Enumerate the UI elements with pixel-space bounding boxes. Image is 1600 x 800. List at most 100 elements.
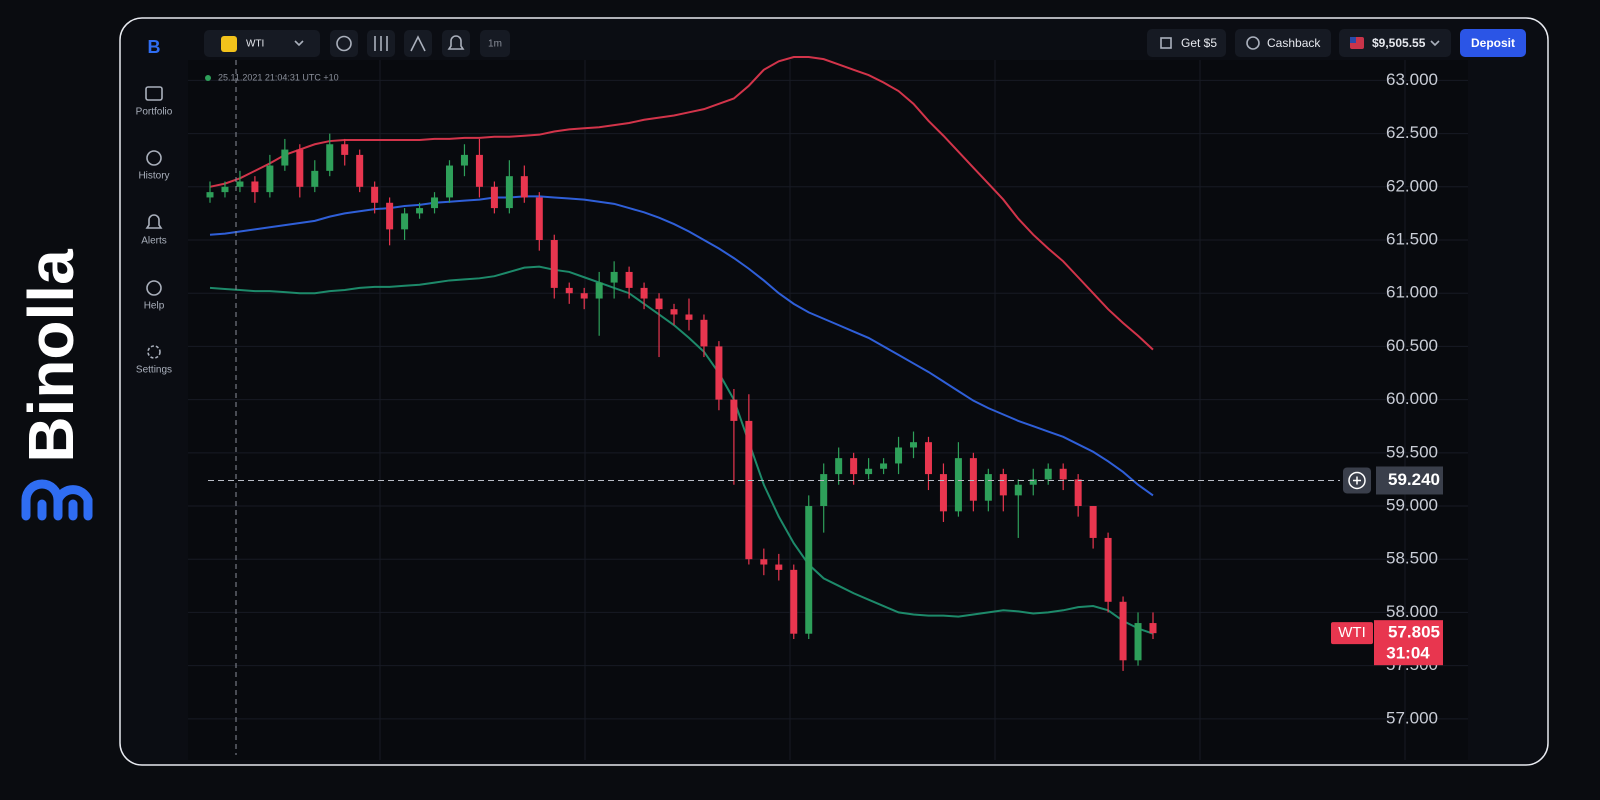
settings-icon[interactable] (147, 345, 161, 359)
candle-body (266, 165, 274, 193)
candle-body (460, 154, 468, 166)
alert-button[interactable] (442, 30, 470, 57)
candle-body (820, 474, 828, 507)
app-icon[interactable]: B (148, 37, 161, 57)
candle-body (1089, 506, 1097, 538)
candle-body (924, 442, 932, 475)
symbol-tag-label: WTI (1338, 624, 1366, 641)
candle-body (1044, 468, 1052, 480)
symbol-tag (1331, 622, 1373, 645)
deposit-button[interactable] (1460, 29, 1526, 57)
candle-body (341, 144, 349, 155)
candle-body (505, 176, 513, 209)
cashback-button[interactable] (1235, 29, 1331, 57)
candle-body (850, 458, 858, 475)
candle-body (416, 208, 424, 214)
candle-body (1059, 468, 1067, 480)
candle-body (296, 149, 304, 187)
timeframe[interactable]: 1m (488, 39, 502, 50)
y-tick-label: 58.000 (1386, 602, 1438, 621)
candle-body (206, 192, 214, 198)
candle-body (401, 213, 409, 230)
candle-body (475, 154, 483, 187)
candle-body (445, 165, 453, 198)
alerts-icon[interactable] (145, 214, 163, 229)
info-button[interactable] (330, 30, 358, 57)
current-price: 59.240 (1388, 470, 1440, 489)
band-line (209, 56, 1154, 351)
candle-body (715, 346, 723, 400)
candle-body (595, 282, 603, 299)
current-price-box (1376, 466, 1443, 495)
plus-icon (1348, 471, 1366, 490)
candle-body (760, 559, 768, 565)
chevron (294, 40, 304, 47)
brand-logo (21, 479, 93, 521)
plus-sign (1353, 476, 1361, 485)
last-price: 57.805 (1388, 623, 1440, 642)
help-icon[interactable] (146, 280, 162, 296)
balance[interactable]: $9,505.55 (1372, 36, 1426, 50)
y-tick-label: 60.000 (1386, 389, 1438, 408)
candle-body (565, 287, 573, 294)
plot-area (188, 60, 1468, 760)
y-tick-label: 58.500 (1386, 549, 1438, 568)
candle-body (326, 144, 334, 171)
candle-body (640, 287, 648, 299)
cashback-icon (1246, 36, 1260, 50)
band-line (209, 265, 1154, 635)
candle-body (251, 181, 259, 193)
portfolio-icon[interactable] (145, 86, 163, 101)
last-price-box (1374, 620, 1443, 666)
sidebar: Portfolio History Alerts Help Settings (136, 86, 173, 376)
candle-body (670, 309, 678, 315)
y-tick-label: 61.500 (1386, 229, 1438, 248)
candle-body (685, 314, 693, 320)
timeframe-button[interactable] (480, 30, 510, 57)
candle-body (610, 271, 618, 283)
candle-body (1134, 623, 1142, 661)
candle-body (236, 181, 244, 187)
drawing-icon (410, 35, 426, 52)
candle-body (535, 197, 543, 241)
nav-label[interactable]: Help (144, 301, 165, 312)
candle-body (625, 271, 633, 288)
deposit-label[interactable]: Deposit (1471, 36, 1515, 50)
candle-body (775, 564, 783, 570)
candle-body (1074, 479, 1082, 507)
candle-body (984, 474, 992, 501)
grid: 57.00057.50058.00058.50059.00059.50060.0… (188, 70, 1468, 727)
candle-body (431, 197, 439, 209)
nav-label[interactable]: Settings (136, 365, 172, 376)
price-labels: 59.240 WTI 57.805 31:04 (1331, 466, 1443, 666)
history-icon[interactable] (146, 150, 162, 166)
candle-body (1029, 479, 1037, 485)
chevron (1430, 40, 1440, 47)
candle-body (221, 186, 229, 193)
candle-body (580, 293, 588, 299)
bonus-button[interactable] (1147, 29, 1226, 57)
gift-icon (1160, 37, 1172, 49)
y-tick-label: 63.000 (1386, 70, 1438, 89)
candle-body (745, 420, 753, 560)
nav-label[interactable]: Alerts (141, 236, 167, 247)
cashback-label[interactable]: Cashback (1267, 36, 1321, 50)
bonus-label[interactable]: Get $5 (1181, 36, 1217, 50)
timestamp: 25.11.2021 21:04:31 UTC +10 (218, 72, 339, 82)
drawing-button[interactable] (404, 30, 432, 57)
candle-body (1104, 537, 1112, 602)
candle-body (281, 149, 289, 166)
nav-label[interactable]: History (138, 171, 169, 182)
candle-body (386, 202, 394, 230)
candles-icon (374, 36, 388, 51)
balance-button[interactable] (1339, 29, 1451, 57)
asset-name[interactable]: WTI (246, 39, 264, 50)
y-tick-label: 62.500 (1386, 123, 1438, 142)
candle-body (490, 186, 498, 209)
candle-body (939, 474, 947, 512)
candle-body (880, 463, 888, 469)
y-tick-label: 61.000 (1386, 283, 1438, 302)
nav-label[interactable]: Portfolio (136, 107, 173, 118)
